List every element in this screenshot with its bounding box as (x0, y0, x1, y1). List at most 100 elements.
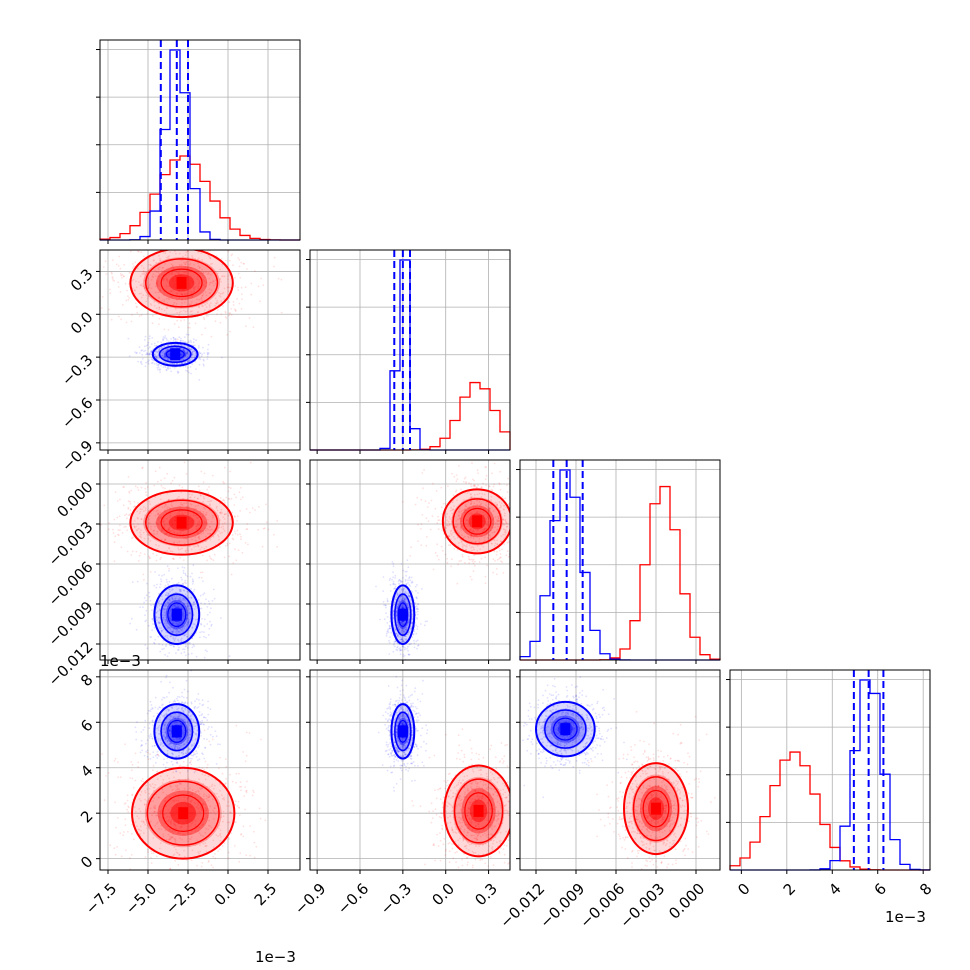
sample-point (446, 519, 448, 521)
sample-point (154, 470, 157, 473)
sample-point (157, 480, 159, 483)
sample-point (280, 278, 283, 281)
sample-point (401, 639, 404, 642)
sample-point (143, 345, 146, 348)
sample-point (175, 628, 178, 631)
sample-point (146, 352, 148, 354)
sample-point (205, 598, 207, 601)
contour-outer (441, 488, 510, 555)
sample-point (114, 757, 117, 760)
sample-point (195, 806, 198, 809)
sample-point (169, 514, 172, 517)
sample-point (220, 356, 223, 359)
sample-point (407, 602, 409, 605)
sample-point (197, 851, 200, 853)
sample-point (223, 275, 226, 278)
sample-point (184, 358, 186, 360)
sample-point (395, 610, 398, 613)
sample-point (406, 559, 409, 562)
sample-point (511, 521, 513, 523)
sample-point (400, 631, 402, 634)
sample-point (461, 534, 463, 537)
sample-point (164, 608, 167, 610)
sample-point (202, 305, 204, 307)
sample-point (177, 630, 180, 633)
sample-point (155, 814, 157, 817)
sample-point (210, 281, 212, 284)
sample-point (149, 247, 151, 249)
sample-point (171, 597, 174, 600)
sample-point (239, 785, 241, 788)
sample-point (192, 590, 195, 593)
sample-point (198, 363, 201, 366)
sample-point (165, 604, 168, 607)
sample-point (182, 569, 185, 572)
sample-point (236, 520, 239, 522)
sample-point (219, 268, 222, 271)
sample-point (441, 549, 444, 552)
sample-point (416, 625, 419, 628)
sample-point (257, 285, 260, 288)
sample-point (396, 621, 399, 624)
sample-point (471, 560, 474, 563)
sample-point (197, 287, 200, 290)
sample-point (227, 801, 230, 803)
sample-point (488, 538, 491, 540)
sample-point (223, 518, 226, 520)
sample-point (182, 340, 184, 342)
sample-point (468, 528, 471, 531)
sample-point (137, 761, 140, 764)
sample-point (197, 789, 199, 792)
sample-point (179, 600, 182, 602)
sample-point (174, 307, 177, 310)
sample-point (177, 779, 180, 781)
sample-point (201, 773, 204, 776)
sample-point (158, 259, 161, 262)
sample-point (496, 520, 499, 522)
sample-point (197, 545, 200, 548)
sample-point (194, 539, 197, 542)
sample-point (397, 600, 400, 602)
sample-point (201, 554, 204, 557)
sample-point (508, 541, 510, 543)
sample-point (420, 498, 423, 501)
sample-point (483, 528, 486, 530)
sample-point (157, 796, 160, 799)
sample-point (389, 590, 392, 592)
sample-point (170, 818, 173, 821)
sample-point (187, 549, 189, 552)
sample-point (200, 470, 203, 473)
sample-point (173, 800, 176, 803)
sample-point (170, 272, 173, 275)
sample-point (163, 271, 166, 274)
sample-point (181, 578, 183, 581)
sample-point (110, 318, 113, 321)
sample-point (169, 550, 172, 553)
sample-point (170, 619, 172, 622)
sample-point (128, 490, 131, 493)
sample-point (139, 535, 142, 538)
sample-point (205, 809, 208, 811)
sample-point (229, 286, 232, 289)
sample-point (473, 554, 475, 557)
sample-point (186, 360, 189, 363)
sample-point (401, 639, 404, 642)
sample-point (499, 470, 502, 473)
sample-point (185, 369, 187, 372)
sample-point (170, 618, 173, 621)
sample-point (176, 603, 179, 606)
sample-point (109, 288, 111, 291)
sample-point (180, 259, 183, 262)
sample-point (150, 358, 153, 360)
sample-point (423, 624, 426, 627)
sample-point (177, 799, 180, 802)
sample-point (197, 271, 200, 273)
sample-point (181, 547, 184, 550)
sample-point (143, 822, 146, 824)
sample-point (495, 567, 498, 570)
sample-point (210, 624, 213, 627)
sample-point (517, 579, 519, 581)
sample-point (209, 504, 212, 507)
sample-point (261, 545, 264, 548)
sample-point (194, 352, 197, 354)
